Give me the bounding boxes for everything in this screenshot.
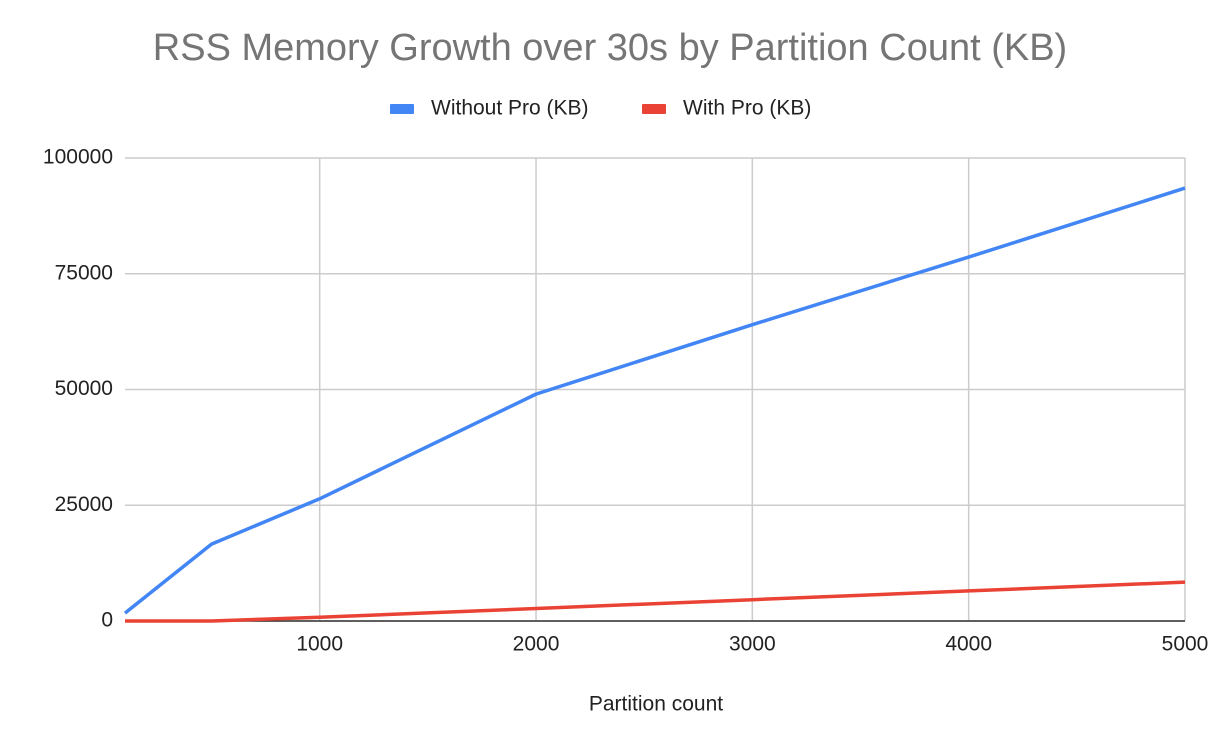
x-tick-label: 2000	[513, 633, 560, 656]
legend-swatch	[642, 104, 666, 114]
y-tick-label: 75000	[55, 261, 113, 284]
y-tick-label: 50000	[55, 377, 113, 400]
legend-item: With Pro (KB)	[642, 97, 811, 120]
x-tick-label: 1000	[296, 633, 343, 656]
y-tick-label: 0	[101, 609, 113, 632]
chart-title: RSS Memory Growth over 30s by Partition …	[153, 27, 1067, 69]
series-line	[123, 186, 1186, 615]
y-tick-label: 25000	[55, 493, 113, 516]
x-axis-label: Partition count	[589, 693, 723, 716]
y-tick-label: 100000	[43, 146, 113, 169]
x-tick-label: 5000	[1162, 633, 1209, 656]
x-tick-label: 4000	[945, 633, 992, 656]
legend-item: Without Pro (KB)	[390, 97, 589, 120]
legend-label: With Pro (KB)	[683, 97, 811, 120]
series-line	[125, 580, 1186, 623]
plot	[123, 186, 1186, 623]
legend-swatch	[390, 104, 414, 114]
legend: Without Pro (KB) With Pro (KB)	[390, 97, 811, 120]
legend-label: Without Pro (KB)	[431, 97, 589, 120]
x-tick-label: 3000	[729, 633, 776, 656]
grid: 0 25000 50000 75000 100000 1000 2000 3000 4000 50…	[43, 146, 1208, 656]
